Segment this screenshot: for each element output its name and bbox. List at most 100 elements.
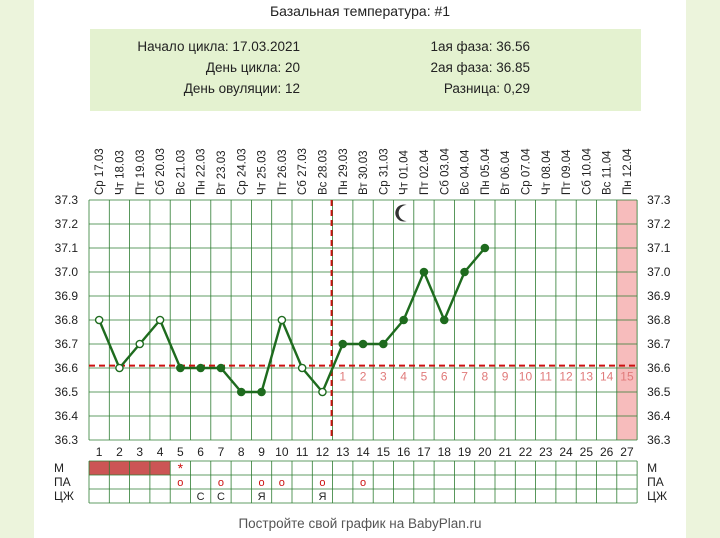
- day-number: 23: [539, 445, 553, 459]
- temperature-point: [379, 339, 388, 349]
- temperature-point: [358, 339, 368, 349]
- y-tick-label-right: 36.6: [647, 361, 671, 375]
- y-tick-label-left: 36.8: [55, 313, 79, 327]
- bbt-chart: 37.3 37.3 37.2 37.2 37.1 37.1 37.0 37.0 36.9 36.9…: [54, 148, 671, 504]
- day-number: 15: [377, 445, 391, 459]
- y-tick-label-left: 37.2: [55, 217, 79, 231]
- temperature-line: [98, 247, 486, 395]
- row-label-left: ПА: [54, 475, 71, 489]
- day-number: 16: [397, 445, 411, 459]
- day-number: 11: [296, 445, 309, 459]
- date-label: Чт 25.03: [257, 150, 269, 195]
- day-number: 2: [116, 445, 123, 459]
- date-label: Ср 24.03: [236, 148, 248, 195]
- luteal-day-number: 15: [620, 370, 634, 384]
- chart-title: Базальная температура: #1: [269, 3, 451, 19]
- date-label: Чт 08.04: [541, 149, 553, 195]
- date-label: Пн 05.04: [480, 148, 492, 195]
- temperature-point: [399, 315, 408, 325]
- temperature-point: [439, 315, 449, 325]
- day-number: 13: [336, 445, 350, 459]
- temperature-point: [419, 267, 429, 277]
- day-number: 26: [600, 445, 614, 459]
- y-tick-label-right: 37.0: [647, 265, 671, 279]
- day-number: 3: [136, 445, 143, 459]
- date-label: Пт 02.04: [419, 149, 431, 195]
- period-cell: [149, 461, 171, 475]
- luteal-day-number: 14: [600, 370, 614, 384]
- temperature-point: [297, 363, 307, 373]
- day-number: 25: [580, 445, 594, 459]
- date-label: Сб 27.03: [297, 148, 309, 195]
- row-label-right: М: [647, 461, 657, 475]
- intercourse-mark: o: [279, 477, 285, 489]
- temperature-point: [196, 363, 205, 373]
- temperature-point: [338, 339, 348, 349]
- date-label: Пт 09.04: [561, 149, 573, 195]
- date-label: Сб 03.04: [439, 148, 451, 195]
- luteal-day-number: 3: [380, 370, 387, 384]
- intercourse-mark: o: [218, 477, 224, 489]
- date-label: Чт 01.04: [399, 149, 411, 195]
- date-label: Чт 18.03: [114, 150, 126, 195]
- period-cell: [89, 461, 110, 475]
- date-label: Сб 20.03: [155, 148, 167, 195]
- date-label: Пт 19.03: [135, 149, 147, 195]
- cycle-start: Начало цикла: 17.03.2021: [137, 39, 300, 54]
- row-label-right: ПА: [647, 475, 664, 489]
- day-number: 18: [438, 445, 452, 459]
- y-tick-label-left: 36.3: [55, 433, 79, 447]
- luteal-day-number: 2: [360, 370, 367, 384]
- temperature-point: [115, 363, 124, 373]
- y-tick-label-right: 37.3: [647, 193, 671, 207]
- date-label: Пн 29.03: [338, 148, 350, 195]
- y-tick-label-right: 36.4: [647, 409, 671, 423]
- y-tick-label-right: 36.3: [647, 433, 671, 447]
- luteal-day-number: 8: [482, 370, 489, 384]
- day-number: 4: [157, 445, 164, 459]
- luteal-day-number: 9: [502, 370, 509, 384]
- day-number: 21: [498, 445, 512, 459]
- date-label: Пн 12.04: [622, 148, 634, 195]
- temperature-point: [94, 315, 104, 325]
- y-tick-label-left: 37.1: [55, 241, 79, 255]
- y-tick-label-left: 37.3: [55, 193, 79, 207]
- crescent-moon-icon: [395, 204, 407, 222]
- day-number: 1: [96, 445, 103, 459]
- day-number: 27: [620, 445, 634, 459]
- temperature-point: [480, 243, 490, 253]
- luteal-day-number: 11: [540, 370, 553, 384]
- luteal-day-number: 7: [461, 370, 468, 384]
- y-tick-label-right: 36.9: [647, 289, 671, 303]
- intercourse-mark: o: [360, 477, 366, 489]
- date-label: Ср 07.04: [520, 148, 532, 195]
- cervical-fluid-mark: С: [217, 491, 225, 503]
- day-number: 19: [458, 445, 472, 459]
- date-label: Ср 17.03: [94, 148, 106, 195]
- date-label: Сб 10.04: [581, 148, 593, 195]
- date-label: Вс 04.04: [460, 149, 472, 195]
- temperature-point: [135, 339, 145, 349]
- footer-link[interactable]: Постройте свой график на BabyPlan.ru: [238, 516, 482, 531]
- row-label-left: ЦЖ: [54, 489, 74, 503]
- day-number: 8: [238, 445, 245, 459]
- day-number: 6: [197, 445, 204, 459]
- luteal-day-number: 4: [400, 370, 407, 384]
- y-tick-label-right: 36.5: [647, 385, 671, 399]
- temperature-point: [257, 387, 266, 397]
- luteal-day-number: 1: [339, 370, 346, 384]
- y-tick-label-left: 36.6: [55, 361, 79, 375]
- luteal-day-number: 13: [580, 370, 594, 384]
- temperature-point: [277, 315, 287, 325]
- date-label: Вт 06.04: [500, 150, 512, 195]
- day-number: 7: [218, 445, 225, 459]
- y-tick-label-right: 36.7: [647, 337, 671, 351]
- y-tick-label-right: 37.1: [647, 241, 671, 255]
- date-label: Ср 31.03: [378, 148, 390, 195]
- y-tick-label-left: 37.0: [55, 265, 79, 279]
- day-number: 10: [275, 445, 289, 459]
- temperature-point: [176, 363, 185, 373]
- temperature-point: [155, 315, 165, 325]
- luteal-day-number: 12: [559, 370, 573, 384]
- day-number: 12: [316, 445, 330, 459]
